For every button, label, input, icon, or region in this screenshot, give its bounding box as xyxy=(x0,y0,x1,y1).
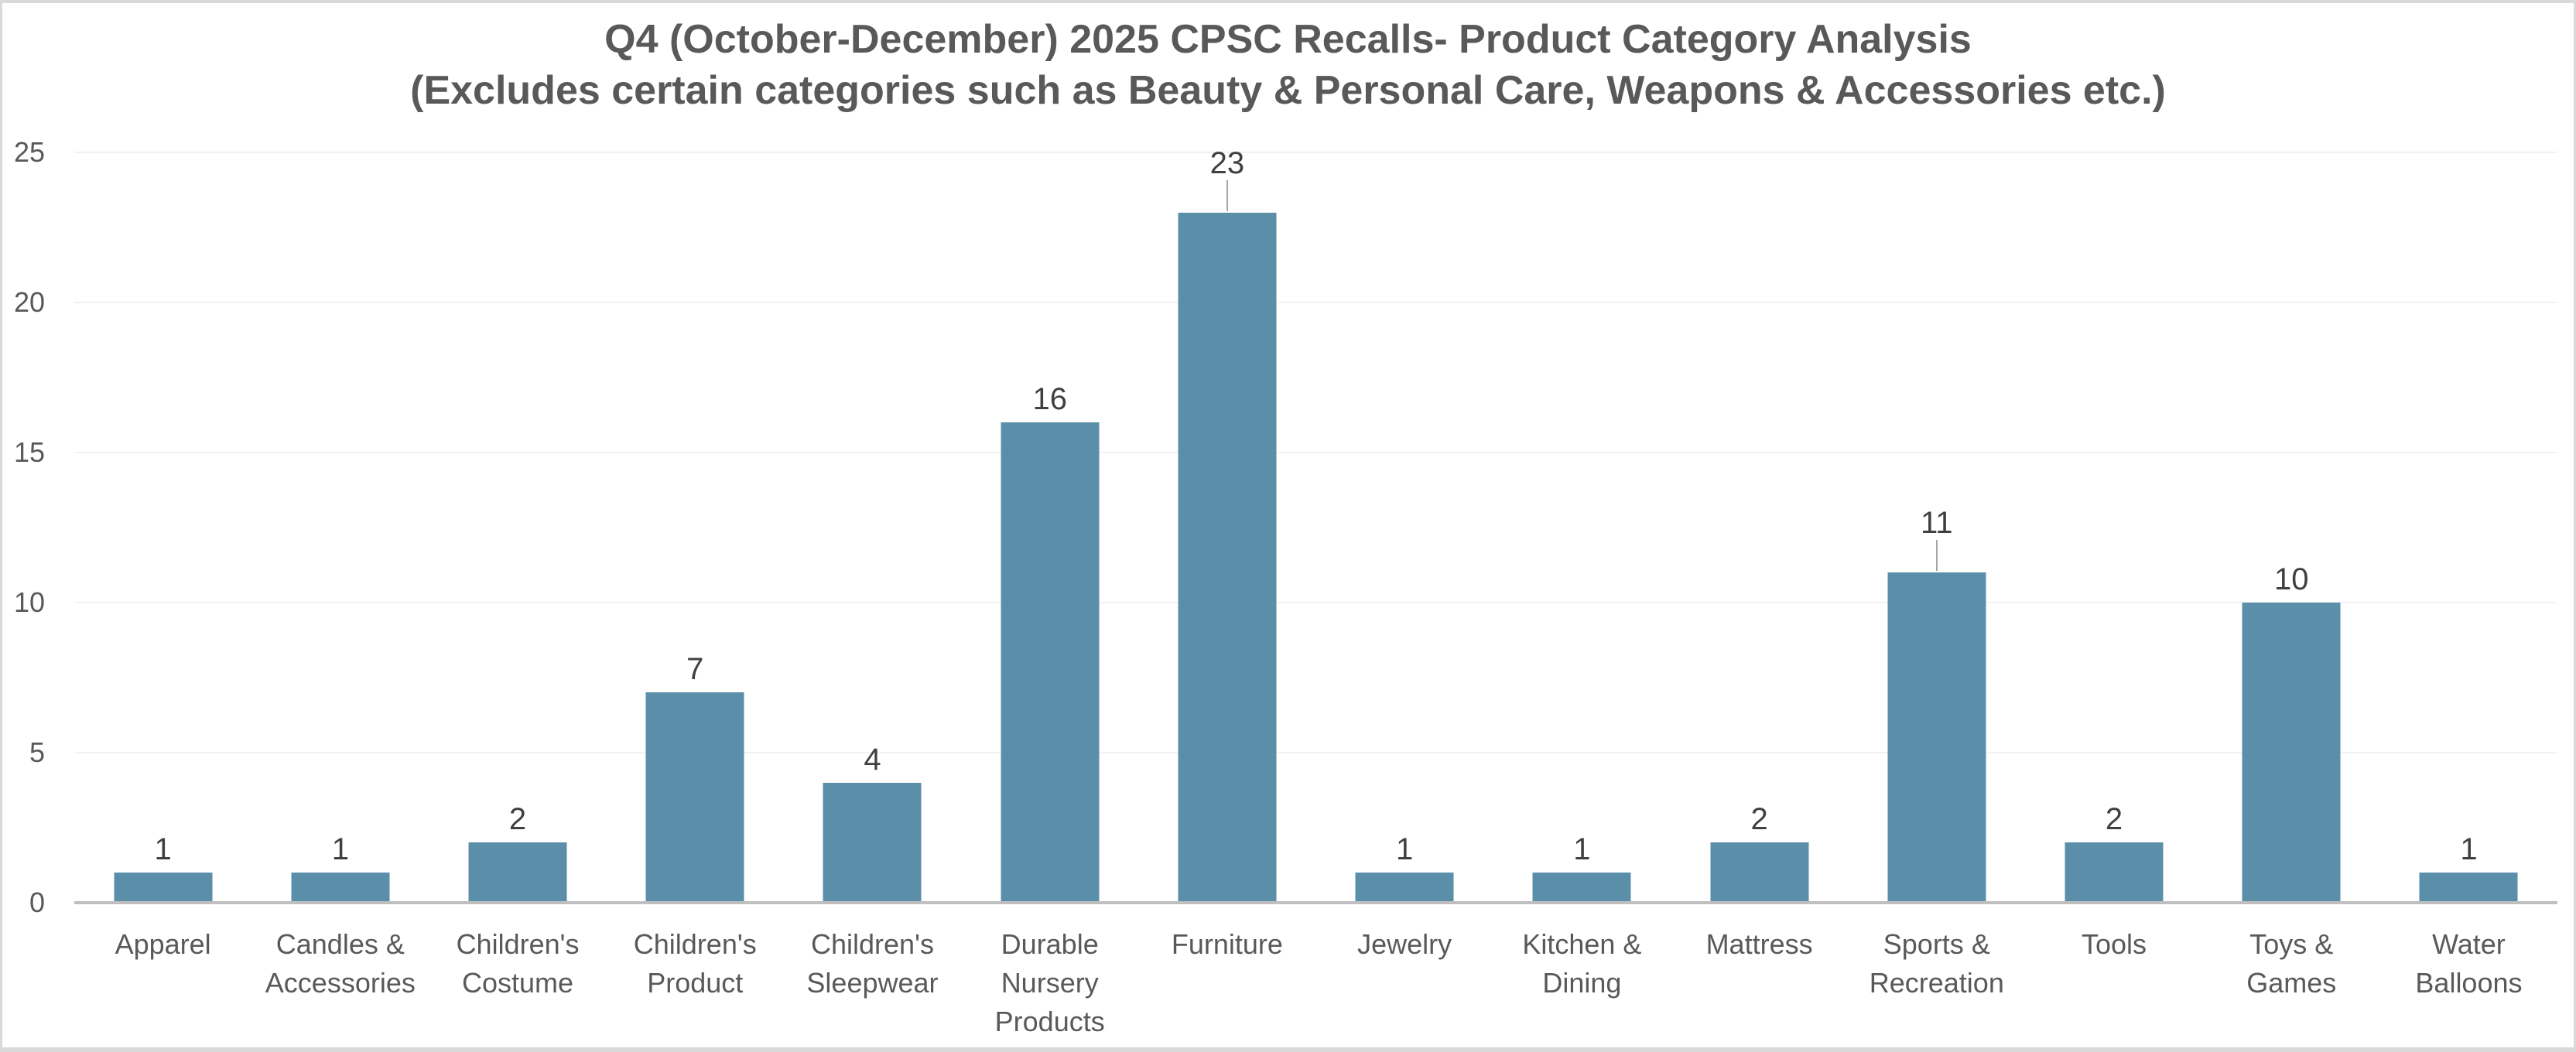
bar-children-s-sleepwear xyxy=(823,782,922,903)
gridline xyxy=(74,152,2557,153)
data-label: 10 xyxy=(2273,562,2309,596)
x-axis-category-label: Furniture xyxy=(1138,925,1315,1041)
bar-jewelry xyxy=(1355,873,1454,903)
data-label: 23 xyxy=(1209,145,1245,180)
x-axis-category-label-text: Children's Product xyxy=(633,928,757,999)
x-axis-category-label: Children's Sleepwear xyxy=(784,925,961,1041)
x-axis-category-label: Durable Nursery Products xyxy=(961,925,1138,1041)
data-label: 1 xyxy=(154,832,172,867)
gridline xyxy=(74,302,2557,303)
x-axis-category-label: Toys & Games xyxy=(2203,925,2380,1041)
bar-kitchen-dining xyxy=(1532,873,1631,903)
category-band: 7 xyxy=(607,152,784,903)
y-axis-tick-label: 5 xyxy=(29,736,45,768)
data-label: 7 xyxy=(686,652,704,687)
y-axis-tick-label: 0 xyxy=(29,886,45,918)
bar-toys-games xyxy=(2242,603,2341,903)
x-axis-category-label-text: Candles & Accessories xyxy=(265,928,416,999)
x-axis-category-label-text: Toys & Games xyxy=(2246,928,2337,999)
category-band: 2 xyxy=(1671,152,1848,903)
bar-furniture xyxy=(1178,212,1277,903)
gridlines xyxy=(74,152,2557,903)
data-label-leader-line xyxy=(1935,540,1938,572)
data-label-leader-line xyxy=(1226,179,1228,211)
x-axis-category-label-text: Water Balloons xyxy=(2415,928,2523,999)
x-axis-category-label-text: Sports & Recreation xyxy=(1869,928,2004,999)
bars: 1 1 2 7 4 16 23 1 1 2 11 2 10 1 xyxy=(74,146,2557,903)
category-band: 1 xyxy=(1316,152,1493,903)
y-axis-tick-label: 20 xyxy=(13,286,45,318)
plot-area: 1 1 2 7 4 16 23 1 1 2 11 2 10 1 xyxy=(74,146,2557,904)
gridline xyxy=(74,752,2557,753)
category-band: 1 xyxy=(74,152,251,903)
category-band: 11 xyxy=(1848,152,2025,903)
y-axis-tick-label: 25 xyxy=(13,136,45,168)
x-axis-category-label-text: Children's Sleepwear xyxy=(806,928,939,999)
bar-water-balloons xyxy=(2419,873,2518,903)
category-band: 2 xyxy=(429,152,606,903)
data-label: 1 xyxy=(2460,832,2478,867)
data-label: 2 xyxy=(2105,802,2123,837)
x-axis-category-label-text: Furniture xyxy=(1171,928,1283,960)
x-axis-category-label: Sports & Recreation xyxy=(1848,925,2025,1041)
x-axis-category-label: Apparel xyxy=(74,925,251,1041)
y-axis: 0 5 10 15 20 25 xyxy=(0,136,46,918)
bar-children-s-costume xyxy=(468,842,567,903)
x-axis-category-label: Mattress xyxy=(1671,925,1848,1041)
data-label: 2 xyxy=(1750,802,1768,837)
x-axis-category-label-text: Jewelry xyxy=(1357,928,1452,960)
data-label: 11 xyxy=(1921,506,1953,541)
data-label: 1 xyxy=(1396,832,1414,867)
category-band: 1 xyxy=(2380,152,2557,903)
data-label: 16 xyxy=(1032,382,1067,417)
bar-children-s-product xyxy=(645,692,744,903)
bar-candles-accessories xyxy=(291,873,390,903)
chart-title-block: Q4 (October-December) 2025 CPSC Recalls-… xyxy=(0,14,2576,116)
bar-apparel xyxy=(114,873,213,903)
category-band: 1 xyxy=(251,152,429,903)
chart-title: Q4 (October-December) 2025 CPSC Recalls-… xyxy=(604,17,1972,62)
x-axis-line xyxy=(74,901,2557,904)
category-band: 16 xyxy=(961,152,1138,903)
x-axis-category-label: Tools xyxy=(2025,925,2202,1041)
x-axis-category-label-text: Tools xyxy=(2081,928,2147,960)
x-axis-category-label: Children's Costume xyxy=(429,925,606,1041)
bar-sports-recreation xyxy=(1887,572,1986,903)
y-axis-tick-label: 15 xyxy=(13,436,45,468)
category-band: 4 xyxy=(784,152,961,903)
x-axis-labels: Apparel Candles & Accessories Children's C… xyxy=(74,925,2557,1041)
data-label: 1 xyxy=(1573,832,1591,867)
chart-subtitle: (Excludes certain categories such as Bea… xyxy=(410,68,2166,113)
data-label: 4 xyxy=(864,742,881,777)
y-axis-tick-label: 10 xyxy=(13,586,45,618)
x-axis-category-label-text: Kitchen & Dining xyxy=(1522,928,1642,999)
gridline xyxy=(74,602,2557,603)
x-axis-category-label: Jewelry xyxy=(1316,925,1493,1041)
bar-tools xyxy=(2065,842,2164,903)
x-axis-category-label: Water Balloons xyxy=(2380,925,2557,1041)
x-axis-category-label-text: Durable Nursery Products xyxy=(994,928,1105,1037)
bar-mattress xyxy=(1710,842,1809,903)
x-axis-category-label: Candles & Accessories xyxy=(251,925,429,1041)
x-axis-category-label-text: Mattress xyxy=(1705,928,1813,960)
category-band: 1 xyxy=(1493,152,1671,903)
data-label: 1 xyxy=(331,832,349,867)
category-band: 23 xyxy=(1138,146,1315,903)
x-axis-category-label-text: Children's Costume xyxy=(456,928,580,999)
category-band: 2 xyxy=(2025,152,2202,903)
data-label: 2 xyxy=(508,802,527,837)
x-axis-category-label: Children's Product xyxy=(607,925,784,1041)
x-axis-category-label: Kitchen & Dining xyxy=(1493,925,1671,1041)
category-band: 10 xyxy=(2203,152,2380,903)
gridline xyxy=(74,452,2557,453)
x-axis-category-label-text: Apparel xyxy=(115,928,211,960)
bar-durable-nursery-products xyxy=(1001,422,1100,903)
